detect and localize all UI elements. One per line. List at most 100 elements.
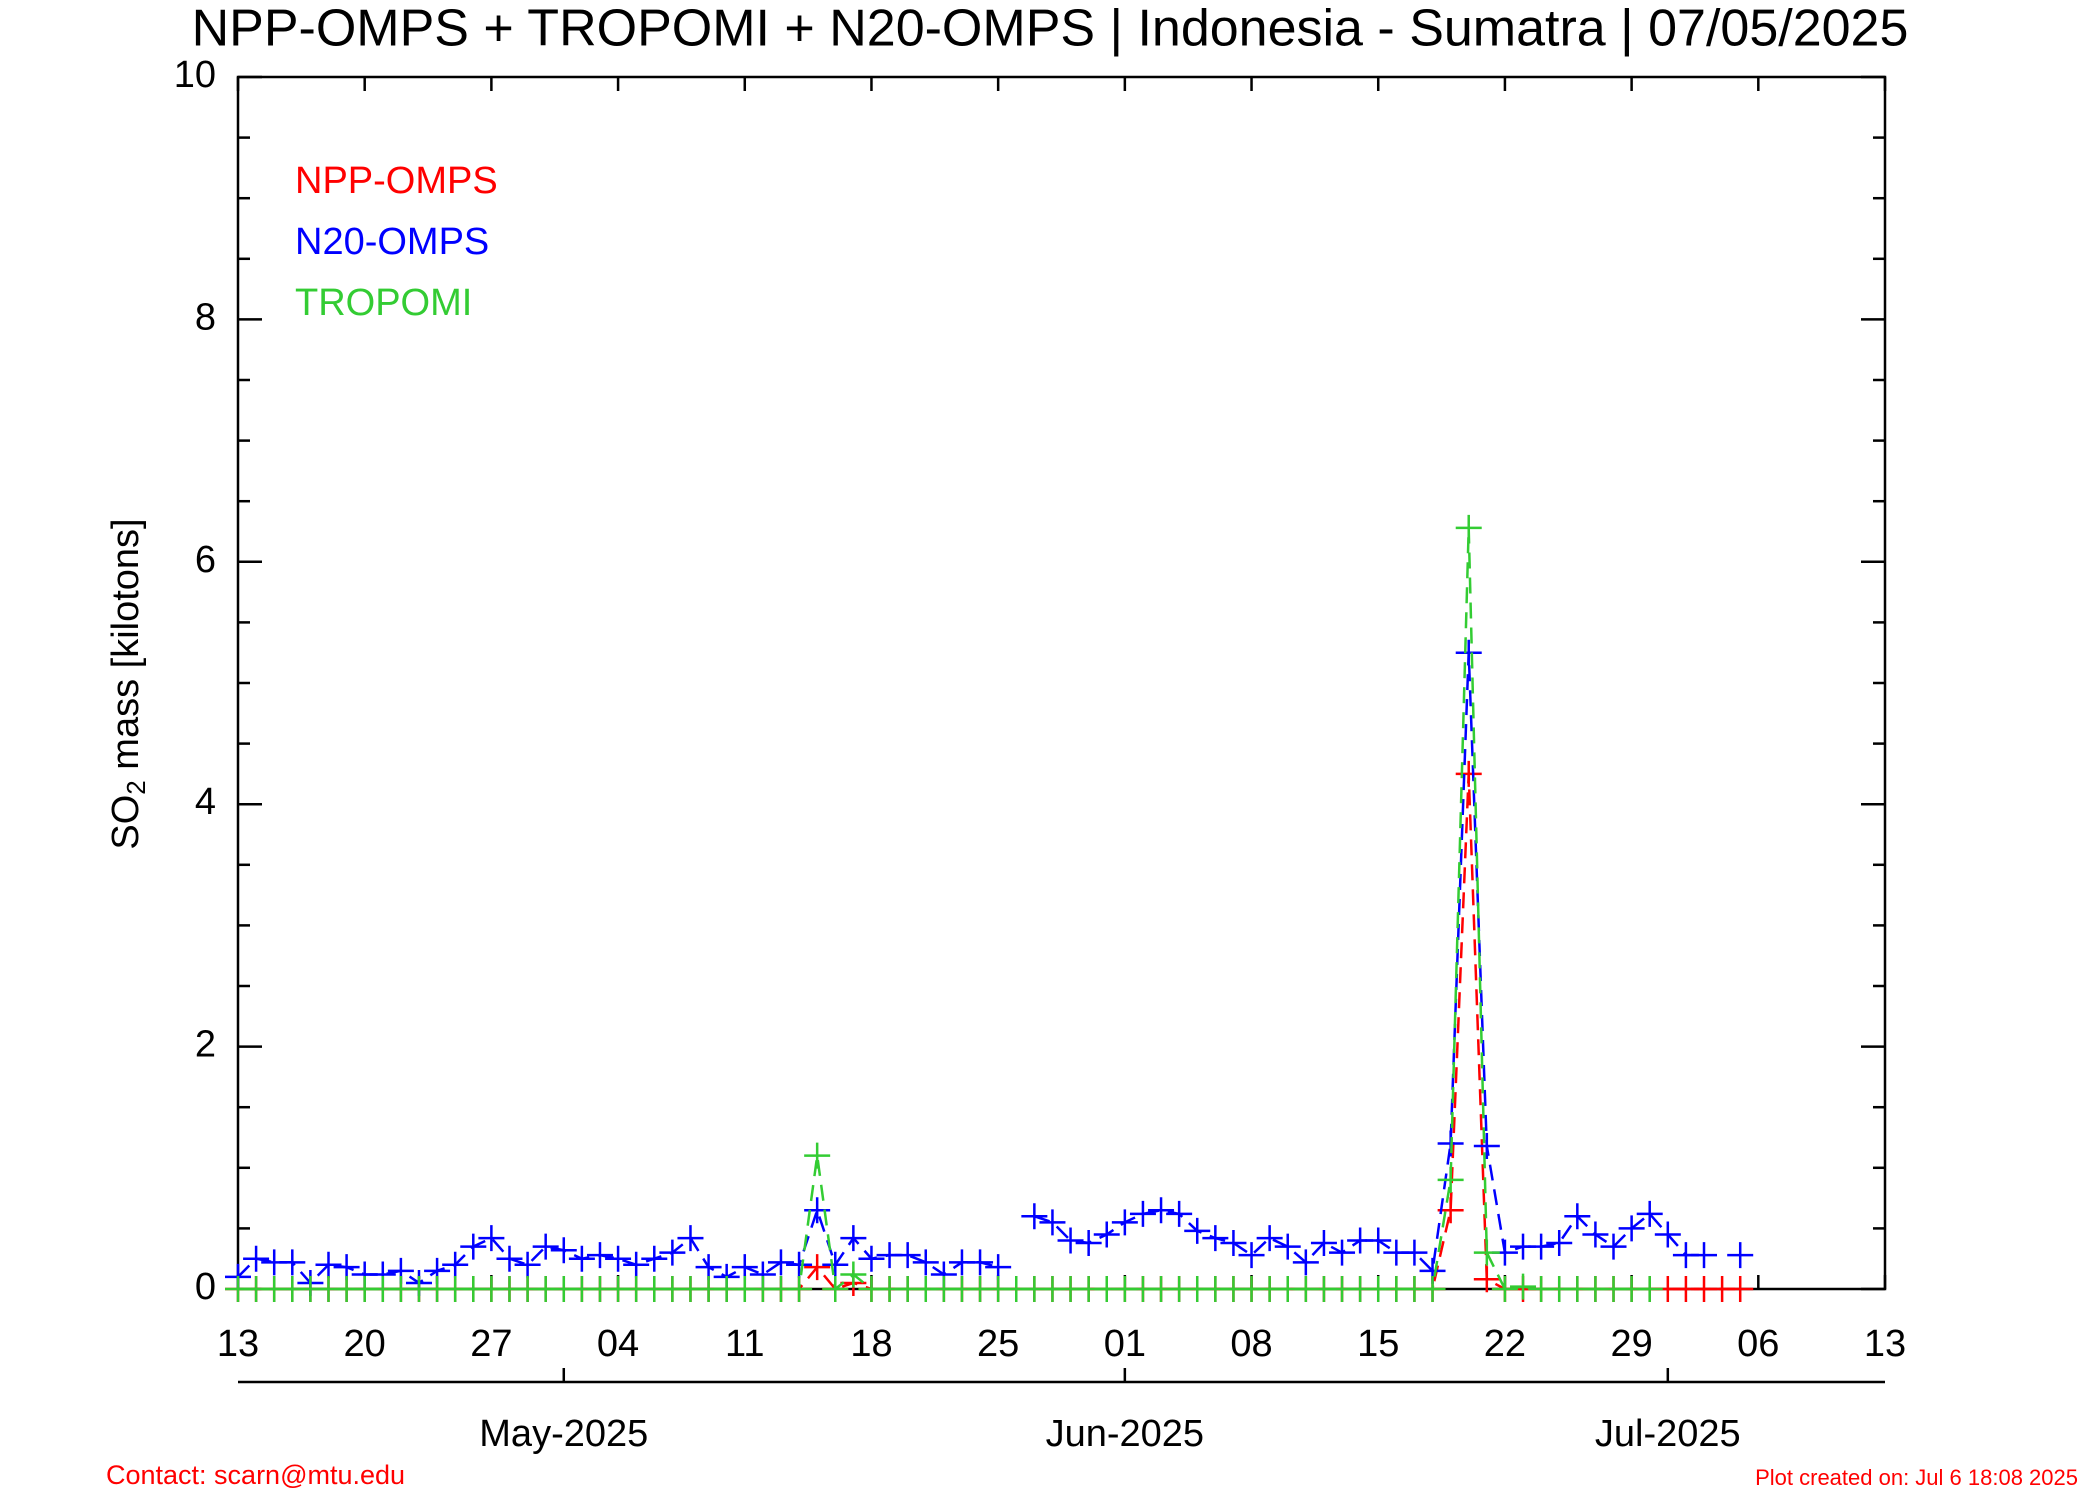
point-marker	[858, 1245, 885, 1272]
point-marker	[1455, 514, 1482, 541]
x-tick-label: 01	[1104, 1323, 1146, 1365]
point-marker	[1600, 1233, 1627, 1260]
chart-title: NPP-OMPS + TROPOMI + N20-OMPS | Indonesi…	[192, 0, 1909, 58]
point-marker	[1238, 1242, 1265, 1269]
y-tick-label: 6	[195, 539, 216, 581]
month-label: May-2025	[479, 1413, 648, 1455]
point-marker	[1455, 639, 1482, 666]
point-marker	[1148, 1197, 1175, 1224]
point-marker	[786, 1276, 813, 1302]
point-marker	[1220, 1229, 1247, 1256]
point-marker	[1691, 1242, 1718, 1269]
y-axis-label: SO2 mass [kilotons]	[105, 518, 151, 849]
point-marker	[442, 1251, 469, 1278]
point-marker	[1582, 1221, 1609, 1248]
legend-entry: TROPOMI	[295, 282, 472, 324]
x-tick-label: 11	[725, 1323, 764, 1365]
y-label-subscript: 2	[121, 780, 151, 794]
point-marker	[1365, 1227, 1392, 1254]
point-marker	[677, 1225, 704, 1252]
point-marker	[804, 1254, 831, 1281]
y-tick-label: 10	[174, 54, 216, 96]
y-label-part: SO	[105, 795, 147, 850]
point-marker	[1636, 1276, 1663, 1302]
y-tick-label: 2	[195, 1024, 216, 1066]
point-marker	[659, 1239, 686, 1266]
point-marker	[1473, 1266, 1500, 1293]
point-marker	[1292, 1249, 1319, 1276]
point-marker	[1075, 1229, 1102, 1256]
x-tick-label: 13	[217, 1323, 259, 1365]
point-marker	[912, 1249, 939, 1276]
point-marker	[1184, 1217, 1211, 1244]
y-tick-label: 4	[195, 781, 216, 823]
footer-created: Plot created on: Jul 6 18:08 2025	[1755, 1465, 2078, 1490]
point-marker	[550, 1237, 577, 1264]
x-tick-label: 15	[1357, 1323, 1399, 1365]
series-line	[238, 527, 1650, 1292]
point-marker	[1256, 1225, 1283, 1252]
point-marker	[1021, 1203, 1048, 1230]
legend-entry: N20-OMPS	[295, 221, 489, 263]
x-tick-label: 29	[1610, 1323, 1652, 1365]
footer-contact: Contact: scarn@mtu.edu	[106, 1460, 405, 1490]
y-label-part: mass [kilotons]	[105, 518, 147, 780]
point-marker	[1329, 1239, 1356, 1266]
point-marker	[243, 1245, 270, 1272]
point-marker	[1310, 1229, 1337, 1256]
point-marker	[315, 1251, 342, 1278]
series-line	[238, 773, 1741, 1291]
x-tick-label: 08	[1230, 1323, 1272, 1365]
point-marker	[1166, 1200, 1193, 1227]
point-marker	[641, 1245, 668, 1272]
point-marker	[731, 1254, 758, 1281]
point-marker	[767, 1249, 794, 1276]
point-marker	[1111, 1209, 1138, 1236]
point-marker	[1654, 1221, 1681, 1248]
point-marker	[1491, 1276, 1518, 1302]
point-marker	[1419, 1276, 1446, 1302]
x-tick-label: 04	[597, 1323, 639, 1365]
point-marker	[1564, 1203, 1591, 1230]
x-tick-label: 06	[1737, 1323, 1779, 1365]
x-tick-label: 22	[1484, 1323, 1526, 1365]
point-marker	[333, 1254, 360, 1281]
point-marker	[1274, 1233, 1301, 1260]
month-label: Jul-2025	[1595, 1413, 1741, 1455]
point-marker	[1546, 1229, 1573, 1256]
point-marker	[1510, 1273, 1537, 1300]
point-marker	[279, 1249, 306, 1276]
y-tick-label: 8	[195, 296, 216, 338]
point-marker	[568, 1245, 595, 1272]
point-marker	[840, 1261, 867, 1288]
month-label: Jun-2025	[1046, 1413, 1204, 1455]
point-marker	[1129, 1200, 1156, 1227]
point-marker	[1202, 1225, 1229, 1252]
point-marker	[478, 1225, 505, 1252]
point-marker	[1636, 1200, 1663, 1227]
point-marker	[1437, 1166, 1464, 1193]
point-marker	[967, 1249, 994, 1276]
x-tick-label: 27	[470, 1323, 512, 1365]
point-marker	[1528, 1233, 1555, 1260]
point-marker	[822, 1251, 849, 1278]
point-marker	[1039, 1209, 1066, 1236]
point-marker	[623, 1251, 650, 1278]
point-marker	[804, 1142, 831, 1169]
point-marker	[586, 1242, 613, 1269]
x-tick-label: 18	[850, 1323, 892, 1365]
legend-entry: NPP-OMPS	[295, 160, 498, 202]
x-tick-label: 20	[344, 1323, 386, 1365]
point-marker	[1093, 1221, 1120, 1248]
point-marker	[695, 1254, 722, 1281]
point-marker	[605, 1245, 632, 1272]
point-marker	[786, 1251, 813, 1278]
point-marker	[985, 1254, 1012, 1281]
y-tick-label: 0	[195, 1266, 216, 1308]
point-marker	[514, 1251, 541, 1278]
point-marker	[840, 1225, 867, 1252]
x-tick-label: 13	[1864, 1323, 1906, 1365]
point-marker	[1401, 1239, 1428, 1266]
series-line	[238, 653, 1740, 1283]
